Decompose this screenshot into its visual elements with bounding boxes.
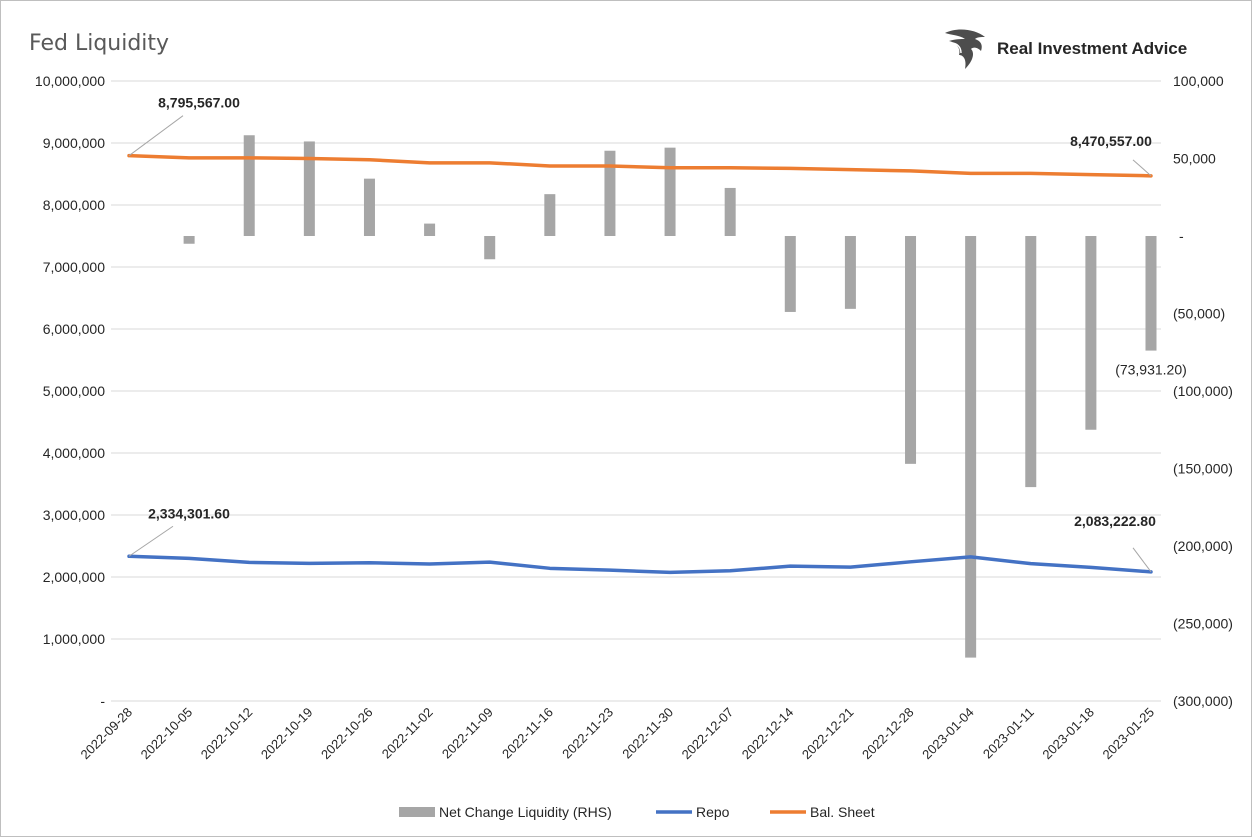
bar <box>965 236 977 658</box>
x-tick-label: 2022-10-26 <box>318 705 376 763</box>
annotation-leader <box>1132 547 1152 573</box>
bar <box>784 236 796 312</box>
right-tick-label: (200,000) <box>1173 538 1233 554</box>
left-tick-label: 4,000,000 <box>43 445 105 461</box>
legend-label: Repo <box>696 804 730 820</box>
data-label: 8,470,557.00 <box>1070 133 1152 149</box>
data-label: 8,795,567.00 <box>158 95 240 111</box>
data-annotations: 8,795,567.00 8,470,557.00 2,334,301.60 2,08… <box>128 95 1187 573</box>
chart-title: Fed Liquidity <box>29 31 170 56</box>
right-tick-label: 100,000 <box>1173 73 1224 89</box>
x-tick-label: 2023-01-04 <box>919 705 977 763</box>
bar <box>484 236 496 260</box>
annotation-leader <box>128 115 184 157</box>
x-tick-label: 2022-11-23 <box>559 705 616 762</box>
legend: Net Change Liquidity (RHS) Repo Bal. Sheet <box>399 804 875 820</box>
bar <box>303 141 315 236</box>
bal-sheet-line <box>127 153 1153 178</box>
right-tick-label: (250,000) <box>1173 616 1233 632</box>
left-tick-label: 5,000,000 <box>43 383 105 399</box>
right-tick-label: - <box>1179 228 1184 244</box>
right-tick-label: (150,000) <box>1173 461 1233 477</box>
repo-line <box>127 554 1153 575</box>
eagle-head-icon <box>945 29 985 69</box>
bar <box>905 236 917 464</box>
x-tick-label: 2022-12-14 <box>739 705 797 763</box>
grid-lines <box>111 80 1161 702</box>
right-tick-label: (300,000) <box>1173 693 1233 709</box>
annotation-leader <box>1132 159 1152 177</box>
left-tick-label: 2,000,000 <box>43 569 105 585</box>
left-tick-label: 8,000,000 <box>43 197 105 213</box>
x-tick-label: 2022-11-30 <box>619 705 676 762</box>
bar <box>604 150 616 236</box>
bar <box>544 194 556 236</box>
left-tick-label: 1,000,000 <box>43 631 105 647</box>
bar <box>424 223 436 236</box>
bar-series <box>183 135 1157 658</box>
brand-logo: Real Investment Advice <box>941 25 1187 73</box>
line-series <box>127 153 1153 575</box>
x-tick-label: 2022-12-07 <box>679 705 737 763</box>
x-tick-label: 2022-11-02 <box>379 705 436 762</box>
x-tick-label: 2022-09-28 <box>77 705 135 763</box>
x-tick-label: 2023-01-18 <box>1039 705 1097 763</box>
legend-label: Net Change Liquidity (RHS) <box>439 804 612 820</box>
bar <box>363 178 375 236</box>
left-tick-label: 3,000,000 <box>43 507 105 523</box>
data-label: 2,334,301.60 <box>148 505 230 521</box>
x-tick-label: 2022-11-16 <box>499 705 556 762</box>
legend-swatch-bar <box>399 807 435 817</box>
x-tick-label: 2022-12-21 <box>799 705 857 763</box>
bar <box>1085 236 1097 430</box>
x-tick-label: 2022-10-05 <box>138 705 196 763</box>
bar <box>724 187 736 236</box>
data-label: 2,083,222.80 <box>1074 513 1156 529</box>
right-tick-label: (100,000) <box>1173 383 1233 399</box>
left-tick-label: 6,000,000 <box>43 321 105 337</box>
data-label: (73,931.20) <box>1115 362 1187 378</box>
left-tick-label: - <box>100 693 105 709</box>
x-tick-label: 2022-10-12 <box>198 705 256 763</box>
left-tick-label: 10,000,000 <box>35 73 105 89</box>
annotation-leader <box>128 525 174 557</box>
right-tick-label: (50,000) <box>1173 306 1225 322</box>
x-tick-label: 2022-12-28 <box>859 705 917 763</box>
x-tick-label: 2022-10-19 <box>258 705 316 763</box>
axes: - 1,000,000 2,000,000 3,000,000 4,000,000 5,0… <box>35 73 1233 762</box>
bar <box>844 236 856 309</box>
left-tick-label: 7,000,000 <box>43 259 105 275</box>
x-tick-label: 2023-01-11 <box>980 705 1037 762</box>
x-tick-label: 2022-11-09 <box>439 705 496 762</box>
brand-name: Real Investment Advice <box>997 39 1188 58</box>
bar <box>1025 236 1037 488</box>
bar <box>183 236 195 244</box>
legend-label: Bal. Sheet <box>810 804 875 820</box>
bar <box>664 147 676 236</box>
left-tick-label: 9,000,000 <box>43 135 105 151</box>
bar <box>243 135 255 236</box>
bar <box>1145 236 1157 351</box>
x-tick-label: 2023-01-25 <box>1099 705 1157 763</box>
right-tick-label: 50,000 <box>1173 151 1216 167</box>
